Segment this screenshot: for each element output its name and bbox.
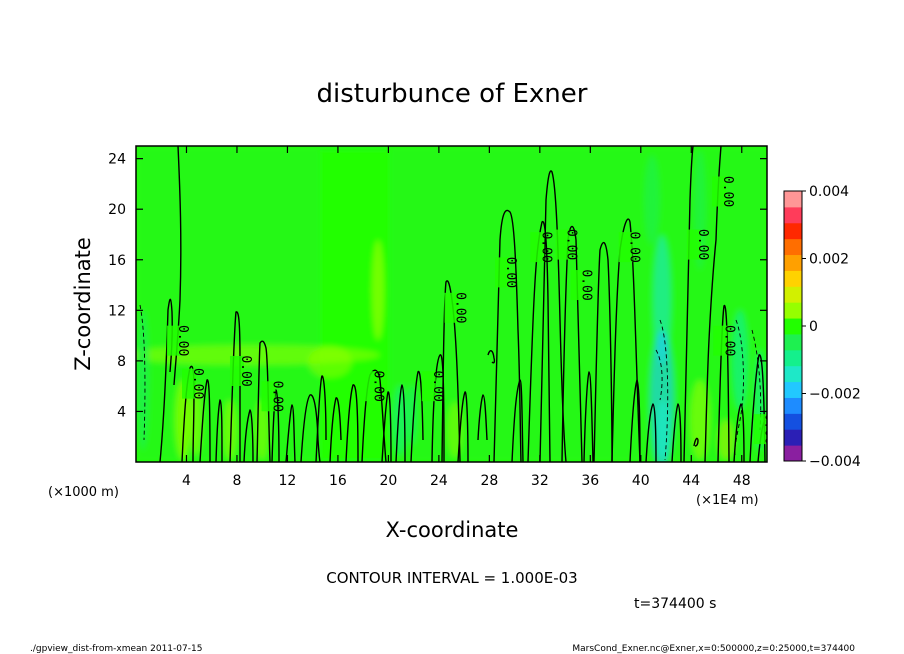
colorbar-band <box>784 270 802 287</box>
contour-label: 0.00 <box>430 371 445 402</box>
contour-label-bg <box>362 371 377 402</box>
x-tick-label: 24 <box>430 473 448 489</box>
footer-left: ./gpview_dist-from-xmean 2011-07-15 <box>30 644 202 654</box>
x-tick-label: 16 <box>329 473 347 489</box>
y-axis-label: Z-coordinate <box>71 237 95 371</box>
contour-label-bg <box>555 229 570 260</box>
contour-labels: 0.000.00 0.000.00 0.00 0.000.000.000.00 0.00… <box>166 176 777 445</box>
contour-interval: CONTOUR INTERVAL = 1.000E-03 <box>326 569 577 587</box>
contour-label-bg <box>530 232 545 263</box>
contour-label: 0.00 <box>627 231 642 262</box>
contour-label: 0.00 <box>762 413 777 444</box>
contour-label-bg <box>229 355 244 386</box>
contour-label-bg <box>712 176 727 207</box>
x-axis-ticks: 4 8 12 16 20 24 28 32 36 40 44 48 <box>182 146 751 489</box>
contour-label-bg <box>261 381 276 412</box>
x-tick-label: 44 <box>682 473 700 489</box>
colorbar-band <box>784 333 802 351</box>
contour-label: 0.00 <box>175 325 190 356</box>
colorbar-band <box>784 397 802 414</box>
colorbar-band <box>784 413 802 430</box>
y-tick-label: 20 <box>108 202 126 218</box>
x-tick-label: 32 <box>531 473 549 489</box>
contour-label-bg <box>182 368 197 399</box>
contour-label: 0.00 <box>453 292 468 323</box>
contour-label-bg <box>494 257 509 288</box>
contour-label-bg <box>753 414 767 445</box>
colorbar-tick-label: 0 <box>809 319 818 335</box>
colorbar-band <box>784 191 802 208</box>
x-tick-label: 28 <box>480 473 498 489</box>
x-tick-label: 36 <box>581 473 599 489</box>
contour-label: 0.00 <box>238 355 253 386</box>
x-axis-label: X-coordinate <box>386 518 519 542</box>
contour-label-bg <box>421 371 436 402</box>
contour-label: 0.00 <box>538 231 553 262</box>
colorbar-band <box>784 429 802 446</box>
colorbar-tick-label: 0.002 <box>809 252 849 268</box>
contour-label-bg <box>713 325 728 356</box>
y-axis-ticks: 4 8 12 16 20 24 <box>108 152 767 420</box>
x-tick-label: 48 <box>733 473 751 489</box>
contour-label: 0.00 <box>579 269 594 300</box>
contour-label-bg <box>618 232 633 263</box>
negative-contours <box>139 304 762 461</box>
plot-area: 0.000.00 0.000.00 0.00 0.000.000.000.00 0.00… <box>108 145 777 489</box>
plot-frame <box>135 145 768 463</box>
y-tick-label: 16 <box>108 253 126 269</box>
contour-label: 0.00 <box>720 176 735 207</box>
colorbar-band <box>784 365 802 383</box>
colorbar-band <box>784 286 802 303</box>
colorbar-band <box>784 318 802 335</box>
x-axis-unit-right: (×1E4 m) <box>696 493 759 508</box>
contour-label-bg <box>444 292 459 323</box>
contour-label: 0.00 <box>270 381 285 412</box>
colorbar-band <box>784 445 802 462</box>
colorbar-band <box>784 206 802 224</box>
footer-right: MarsCond_Exner.nc@Exner,x=0:500000,z=0:2… <box>572 644 855 654</box>
colorbar-tick-label: −0.002 <box>809 387 861 403</box>
contour-label: 0.00 <box>503 257 518 288</box>
colorbar-band <box>784 254 802 271</box>
x-tick-label: 8 <box>232 473 241 489</box>
colorbar-band <box>784 302 802 319</box>
chart-title: disturbunce of Exner <box>317 79 588 109</box>
y-tick-label: 24 <box>108 152 126 168</box>
colorbar-band <box>784 222 802 240</box>
y-tick-label: 12 <box>108 303 126 319</box>
colorbar-tick-label: 0.004 <box>809 184 849 200</box>
contour-label: 0.00 <box>370 371 385 402</box>
colorbar-tick-label: −0.004 <box>809 454 861 470</box>
contour-label: 0.00 <box>190 368 205 399</box>
colorbar-band <box>784 349 802 367</box>
contour-label: 0.00 <box>721 325 736 356</box>
x-tick-label: 4 <box>182 473 191 489</box>
contour-label-bg <box>166 325 181 356</box>
colorbar-band <box>784 238 802 256</box>
contour-label-bg <box>570 270 585 301</box>
y-tick-label: 8 <box>117 354 126 370</box>
contour-label-bg <box>686 229 701 260</box>
y-tick-label: 4 <box>117 404 126 420</box>
x-tick-label: 20 <box>379 473 397 489</box>
colorbar-band <box>784 381 802 398</box>
contour-label: 0.00 <box>564 229 579 260</box>
time-label: t=374400 s <box>634 596 716 612</box>
x-axis-unit-left: (×1000 m) <box>48 485 119 500</box>
contour-label: 0.00 <box>695 229 710 260</box>
x-tick-label: 12 <box>279 473 297 489</box>
x-tick-label: 40 <box>632 473 650 489</box>
colorbar: 0.004 0.002 0 −0.002 −0.004 <box>783 184 861 470</box>
